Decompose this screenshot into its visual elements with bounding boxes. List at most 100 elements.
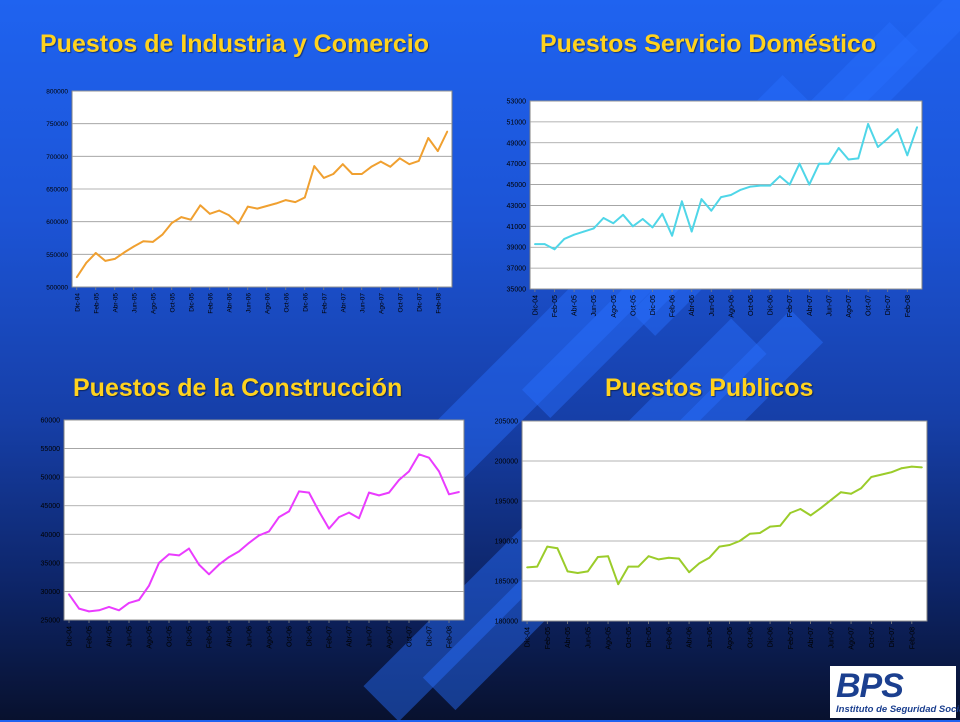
x-tick-label: Ago-06 (728, 295, 735, 318)
x-tick-label: Dic-07 (889, 627, 896, 647)
x-tick-label: Oct-07 (866, 295, 873, 316)
x-tick-label: Dic-04 (67, 626, 74, 646)
data-point (809, 514, 812, 517)
data-point (313, 165, 316, 168)
data-point (808, 183, 811, 186)
x-tick-label: Feb-05 (552, 295, 559, 317)
data-point (916, 126, 918, 129)
x-tick-label: Abr-05 (112, 293, 119, 313)
data-point (258, 534, 260, 537)
y-tick-label: 45000 (41, 503, 61, 510)
data-point (113, 258, 116, 260)
data-point (749, 185, 752, 188)
data-point (690, 230, 693, 233)
data-point (248, 541, 250, 544)
data-point (789, 512, 792, 514)
data-point (576, 572, 579, 574)
data-point (360, 173, 363, 175)
data-point (199, 204, 202, 207)
data-point (398, 479, 400, 481)
x-tick-label: Ago-05 (150, 293, 157, 314)
data-point (322, 176, 325, 179)
data-point (857, 157, 860, 160)
data-point (543, 243, 546, 245)
y-tick-label: 30000 (41, 589, 61, 596)
x-tick-label: Oct-07 (407, 626, 414, 647)
data-point (556, 547, 559, 550)
data-point (208, 212, 211, 215)
y-tick-label: 39000 (507, 245, 527, 252)
x-tick-label: Oct-07 (869, 627, 876, 648)
x-tick-label: Ago-05 (606, 627, 613, 650)
x-tick-label: Ago-07 (387, 626, 394, 649)
data-point (265, 205, 268, 207)
x-tick-label: Abr-07 (808, 627, 815, 648)
x-tick-label: Abr-07 (807, 295, 814, 316)
y-tick-label: 650000 (46, 187, 68, 194)
x-tick-label: Dic-05 (650, 295, 657, 315)
data-point (759, 532, 761, 534)
data-point (448, 493, 450, 496)
data-point (536, 565, 539, 568)
x-tick-label: Feb-08 (435, 293, 442, 314)
data-point (627, 565, 630, 568)
x-tick-label: Oct-05 (630, 295, 637, 316)
data-point (847, 158, 850, 161)
y-tick-label: 800000 (46, 89, 68, 96)
data-point (338, 516, 340, 519)
data-point (94, 252, 97, 254)
y-tick-label: 49000 (507, 140, 527, 147)
x-tick-label: Feb-07 (327, 626, 334, 648)
data-point (661, 212, 664, 215)
y-tick-label: 200000 (495, 459, 518, 466)
data-point (458, 491, 460, 493)
data-point (678, 557, 680, 560)
y-tick-label: 35000 (41, 560, 61, 567)
data-point (88, 610, 90, 613)
chart-title-construccion: Puestos de la Construcción (73, 374, 403, 402)
data-point (612, 222, 615, 225)
data-point (688, 571, 690, 574)
data-point (779, 175, 781, 178)
data-point (910, 465, 913, 468)
data-point (840, 491, 842, 494)
data-point (850, 492, 852, 495)
data-point (597, 556, 599, 558)
series-line (68, 453, 460, 613)
series-line (75, 131, 449, 278)
data-point (256, 207, 259, 210)
data-point (526, 566, 528, 569)
data-point (586, 570, 589, 573)
data-point (118, 609, 120, 612)
data-point (417, 160, 420, 162)
data-point (698, 562, 701, 565)
data-point (268, 530, 270, 533)
data-point (348, 511, 350, 514)
x-tick-label: Abr-06 (226, 293, 233, 313)
x-tick-label: Feb-05 (87, 626, 94, 648)
x-tick-label: Feb-08 (447, 626, 454, 648)
y-tick-label: 43000 (507, 203, 527, 210)
y-tick-label: 45000 (507, 182, 527, 189)
data-point (637, 565, 640, 568)
data-point (546, 545, 549, 548)
bps-logo-mark: BPS (836, 667, 904, 705)
x-tick-label: Dic-05 (188, 293, 195, 312)
x-tick-label: Dic-04 (74, 293, 81, 312)
data-point (278, 516, 280, 519)
chart-servicio-domestico: 35000 37000 39000 41000 43000 45000 47000 49000… (507, 99, 923, 318)
x-tick-label: Feb-05 (93, 293, 100, 314)
data-point (151, 241, 154, 243)
x-tick-label: Dic-04 (532, 295, 539, 315)
data-point (142, 240, 145, 243)
x-tick-label: Oct-06 (283, 293, 290, 313)
data-point (227, 214, 230, 217)
data-point (769, 525, 771, 528)
data-point (728, 544, 731, 546)
x-tick-label: Abr-05 (107, 626, 114, 647)
x-tick-label: Feb-06 (207, 293, 214, 314)
data-point (288, 510, 290, 513)
data-point (708, 556, 711, 559)
x-tick-label: Jun-05 (591, 295, 598, 317)
